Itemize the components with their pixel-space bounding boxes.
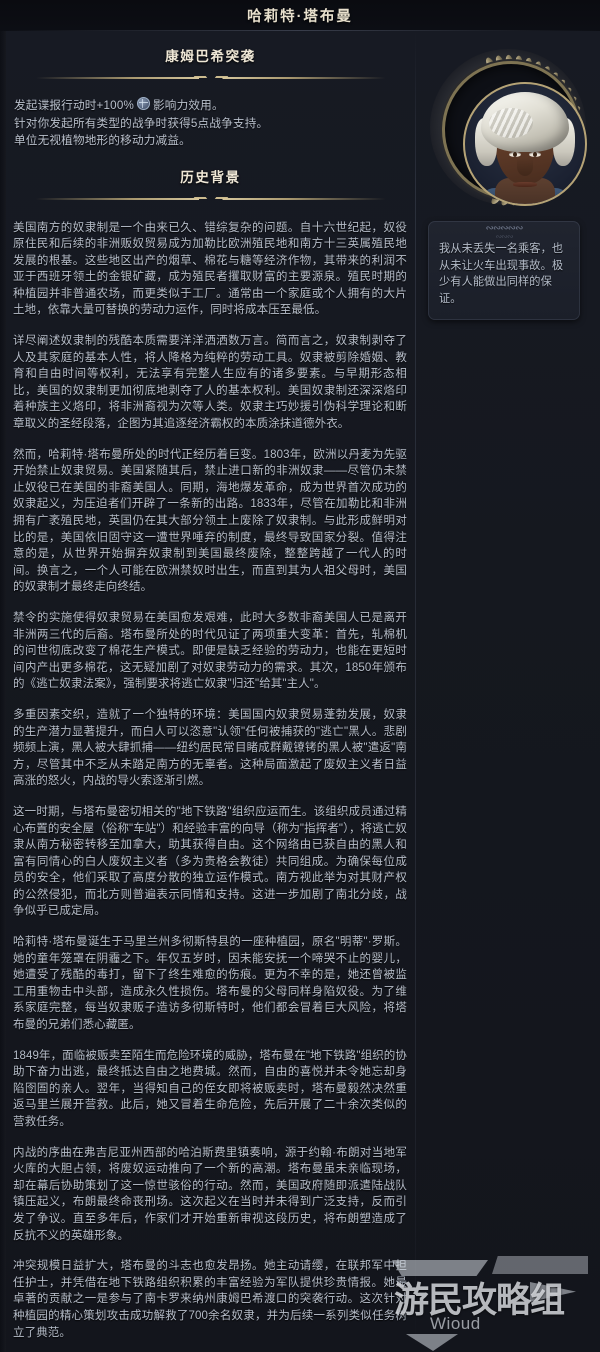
history-paragraph: 1849年，面临被贩卖至陌生而危险环境的威胁，塔布曼在"地下铁路"组织的协助下奋… xyxy=(13,1049,407,1128)
column-separator xyxy=(415,31,416,1352)
history-section: 历史背景 美国南方的奴隶制是一个由来已久、错综复杂的问题。自十六世纪起，奴役原住… xyxy=(6,150,415,1352)
turban xyxy=(481,92,569,152)
divider-chevron-icon xyxy=(193,76,228,87)
title-bar: 哈莉特·塔布曼 xyxy=(0,0,600,31)
portrait-ring-outer xyxy=(442,61,587,206)
portrait-ring-inner xyxy=(463,82,587,206)
page-title: 哈莉特·塔布曼 xyxy=(247,9,353,25)
influence-globe-icon xyxy=(136,97,150,110)
history-paragraph: 美国南方的奴隶制是一个由来已久、错综复杂的问题。自十六世纪起，奴役原住民和后续的… xyxy=(13,221,407,317)
leader-portrait xyxy=(430,49,587,207)
mouth xyxy=(513,182,537,187)
divider-line-left xyxy=(36,197,199,200)
history-paragraph: 禁令的实施使得奴隶贸易在美国愈发艰难，此时大多数非裔美国人已是离开非洲两三代的后… xyxy=(13,611,407,691)
content-body: 康姆巴希突袭 发起谍报行动时+100% 影响力效用。 针对你发起所有类型的战争时获… xyxy=(0,31,600,1352)
history-paragraph: 内战的序曲在弗吉尼亚州西部的哈泊斯费里镇奏响，源于约翰·布朗对当地军火库的大胆占… xyxy=(13,1146,407,1242)
ornament-divider xyxy=(36,71,385,87)
history-heading: 历史背景 xyxy=(180,169,241,185)
nose xyxy=(517,158,533,176)
history-paragraph: 然而，哈莉特·塔布曼所处的时代正经历着巨变。1803年，欧洲以丹麦为先驱开始禁止… xyxy=(13,448,407,594)
left-rail xyxy=(0,31,6,1352)
ability-line-3: 单位无视植物地形的移动力减益。 xyxy=(14,134,191,147)
ornament-divider xyxy=(36,192,385,208)
quote-box: ∾∾∾∾∾ ∾∾∾ 我从未丢失一名乘客，也从未让火车出现事故。极少有人能做出同样… xyxy=(428,221,580,320)
portrait-column: ∾∾∾∾∾ ∾∾∾ 我从未丢失一名乘客，也从未让火车出现事故。极少有人能做出同样… xyxy=(416,31,600,1352)
ability-line-2: 针对你发起所有类型的战争时获得5点战争支持。 xyxy=(14,116,269,130)
eye-right xyxy=(509,152,521,157)
ability-section: 康姆巴希突袭 发起谍报行动时+100% 影响力效用。 针对你发起所有类型的战争时获… xyxy=(6,31,415,150)
ability-line-1: 发起谍报行动时+100% 影响力效用。 xyxy=(14,97,224,112)
history-paragraph: 这一时期，与塔布曼密切相关的"地下铁路"组织应运而生。该组织成员通过精心布置的安… xyxy=(13,805,407,918)
eye-left xyxy=(529,152,541,157)
divider-line-left xyxy=(36,77,199,79)
history-paragraph: 多重因素交织，造就了一个独特的环境：美国国内奴隶贸易蓬勃发展，奴隶的生产潜力显著… xyxy=(13,708,407,788)
divider-line-right xyxy=(222,197,385,200)
quote-ornament-icon: ∾∾∾∾∾ ∾∾∾ xyxy=(485,223,524,241)
quote-text: 我从未丢失一名乘客，也从未让火车出现事故。极少有人能做出同样的保证。 xyxy=(439,243,564,305)
text-column: 康姆巴希突袭 发起谍报行动时+100% 影响力效用。 针对你发起所有类型的战争时获… xyxy=(6,31,415,1352)
history-paragraph: 冲突规模日益扩大，塔布曼的斗志也愈发昂扬。她主动请缨，在联邦军中担任护士，并凭借… xyxy=(13,1260,407,1339)
history-paragraphs: 美国南方的奴隶制是一个由来已久、错综复杂的问题。自十六世纪起，奴役原住民和后续的… xyxy=(13,220,407,1352)
divider-chevron-icon xyxy=(193,196,228,208)
history-paragraph: 详尽阐述奴隶制的残酷本质需要洋洋洒洒数万言。简而言之，奴隶制剥夺了人及其家庭的基… xyxy=(13,335,407,431)
ability-heading: 康姆巴希突袭 xyxy=(165,49,256,64)
divider-line-right xyxy=(222,77,385,79)
history-paragraph: 哈莉特·塔布曼诞生于马里兰州多彻斯特县的一座种植园，原名"明蒂"·罗斯。她的童年… xyxy=(13,936,407,1032)
ability-description: 发起谍报行动时+100% 影响力效用。 针对你发起所有类型的战争时获得5点战争支持… xyxy=(14,97,407,150)
